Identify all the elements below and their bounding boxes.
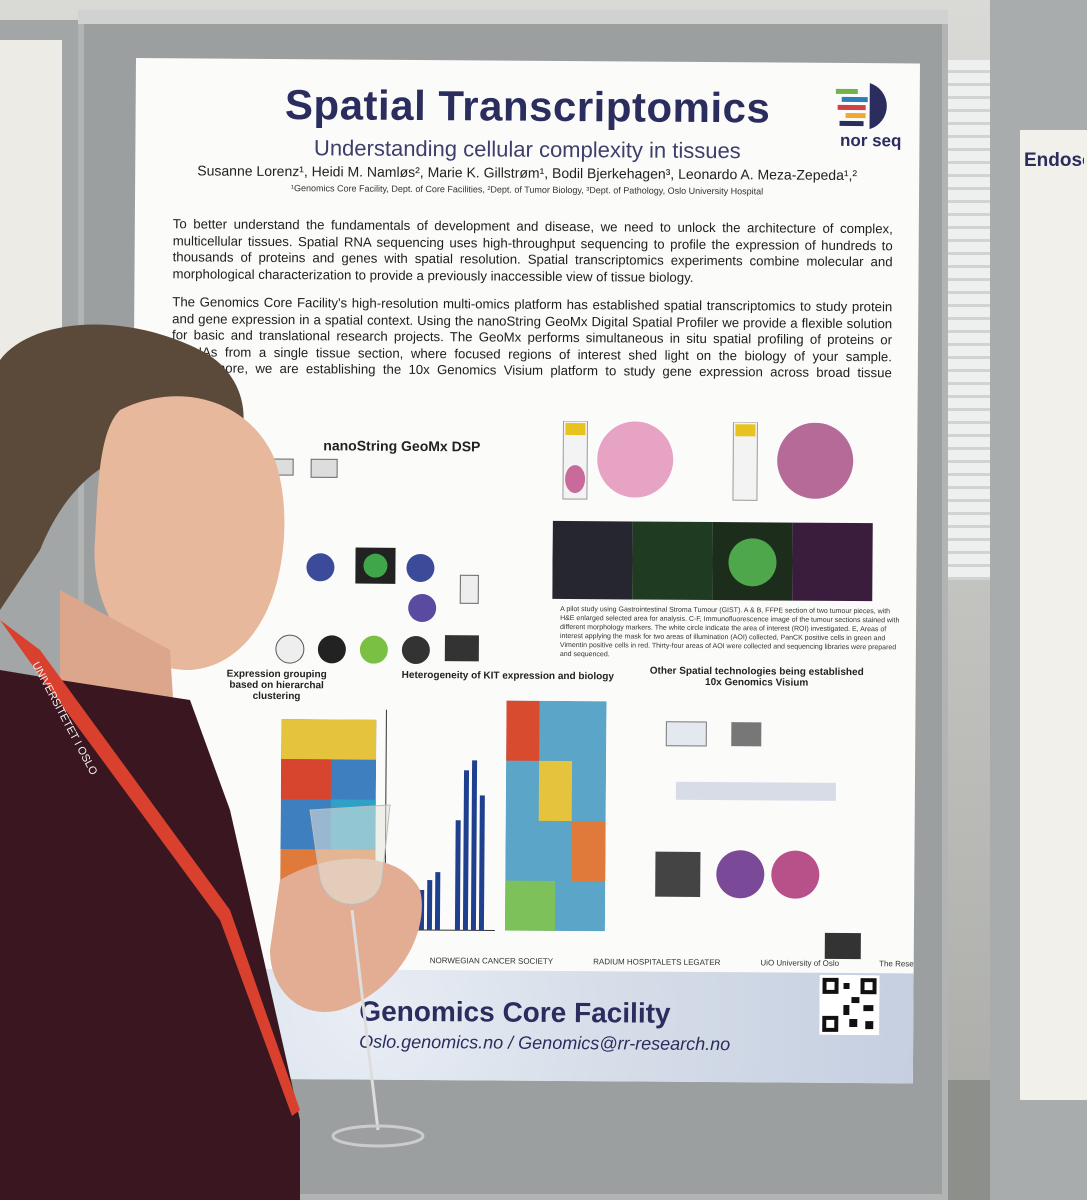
- poster-board-frame: [78, 10, 948, 24]
- other-technologies-title: Other Spatial technologies being establi…: [649, 665, 864, 689]
- tissue-figures: [552, 420, 873, 602]
- poster-subtitle: Understanding cellular complexity in tis…: [313, 135, 741, 164]
- person: [0, 324, 425, 1200]
- qr-code-icon: [819, 974, 880, 1036]
- visium-workflow-diagram: [655, 721, 861, 960]
- intro-paragraph-1: To better understand the fundamentals of…: [172, 216, 893, 285]
- left-poster: [0, 40, 62, 370]
- right-poster-title: Endosome: [1024, 150, 1084, 171]
- kit-biology-heatmap: [504, 700, 607, 932]
- right-poster: [1020, 130, 1087, 1100]
- norseq-logo-text: nor seq: [839, 130, 902, 151]
- poster-title: Spatial Transcriptomics: [284, 81, 771, 132]
- poster-authors: Susanne Lorenz¹, Heidi M. Namløs², Marie…: [197, 162, 858, 184]
- kit-expression-bar-plot: [384, 709, 495, 932]
- poster-affiliations: ¹Genomics Core Facility, Dept. of Core F…: [290, 183, 764, 197]
- sponsor-uio: UiO University of Oslo: [760, 957, 840, 968]
- sponsor-norwegian-cancer-society: NORWEGIAN CANCER SOCIETY: [429, 955, 554, 966]
- geomx-workflow-diagram: [270, 458, 479, 664]
- figure-caption: A pilot study using Gastrointestinal Str…: [559, 605, 900, 659]
- norseq-logo-icon: [835, 83, 887, 130]
- sponsor-radium-hospitalets: RADIUM HOSPITALETS LEGATER: [593, 956, 721, 967]
